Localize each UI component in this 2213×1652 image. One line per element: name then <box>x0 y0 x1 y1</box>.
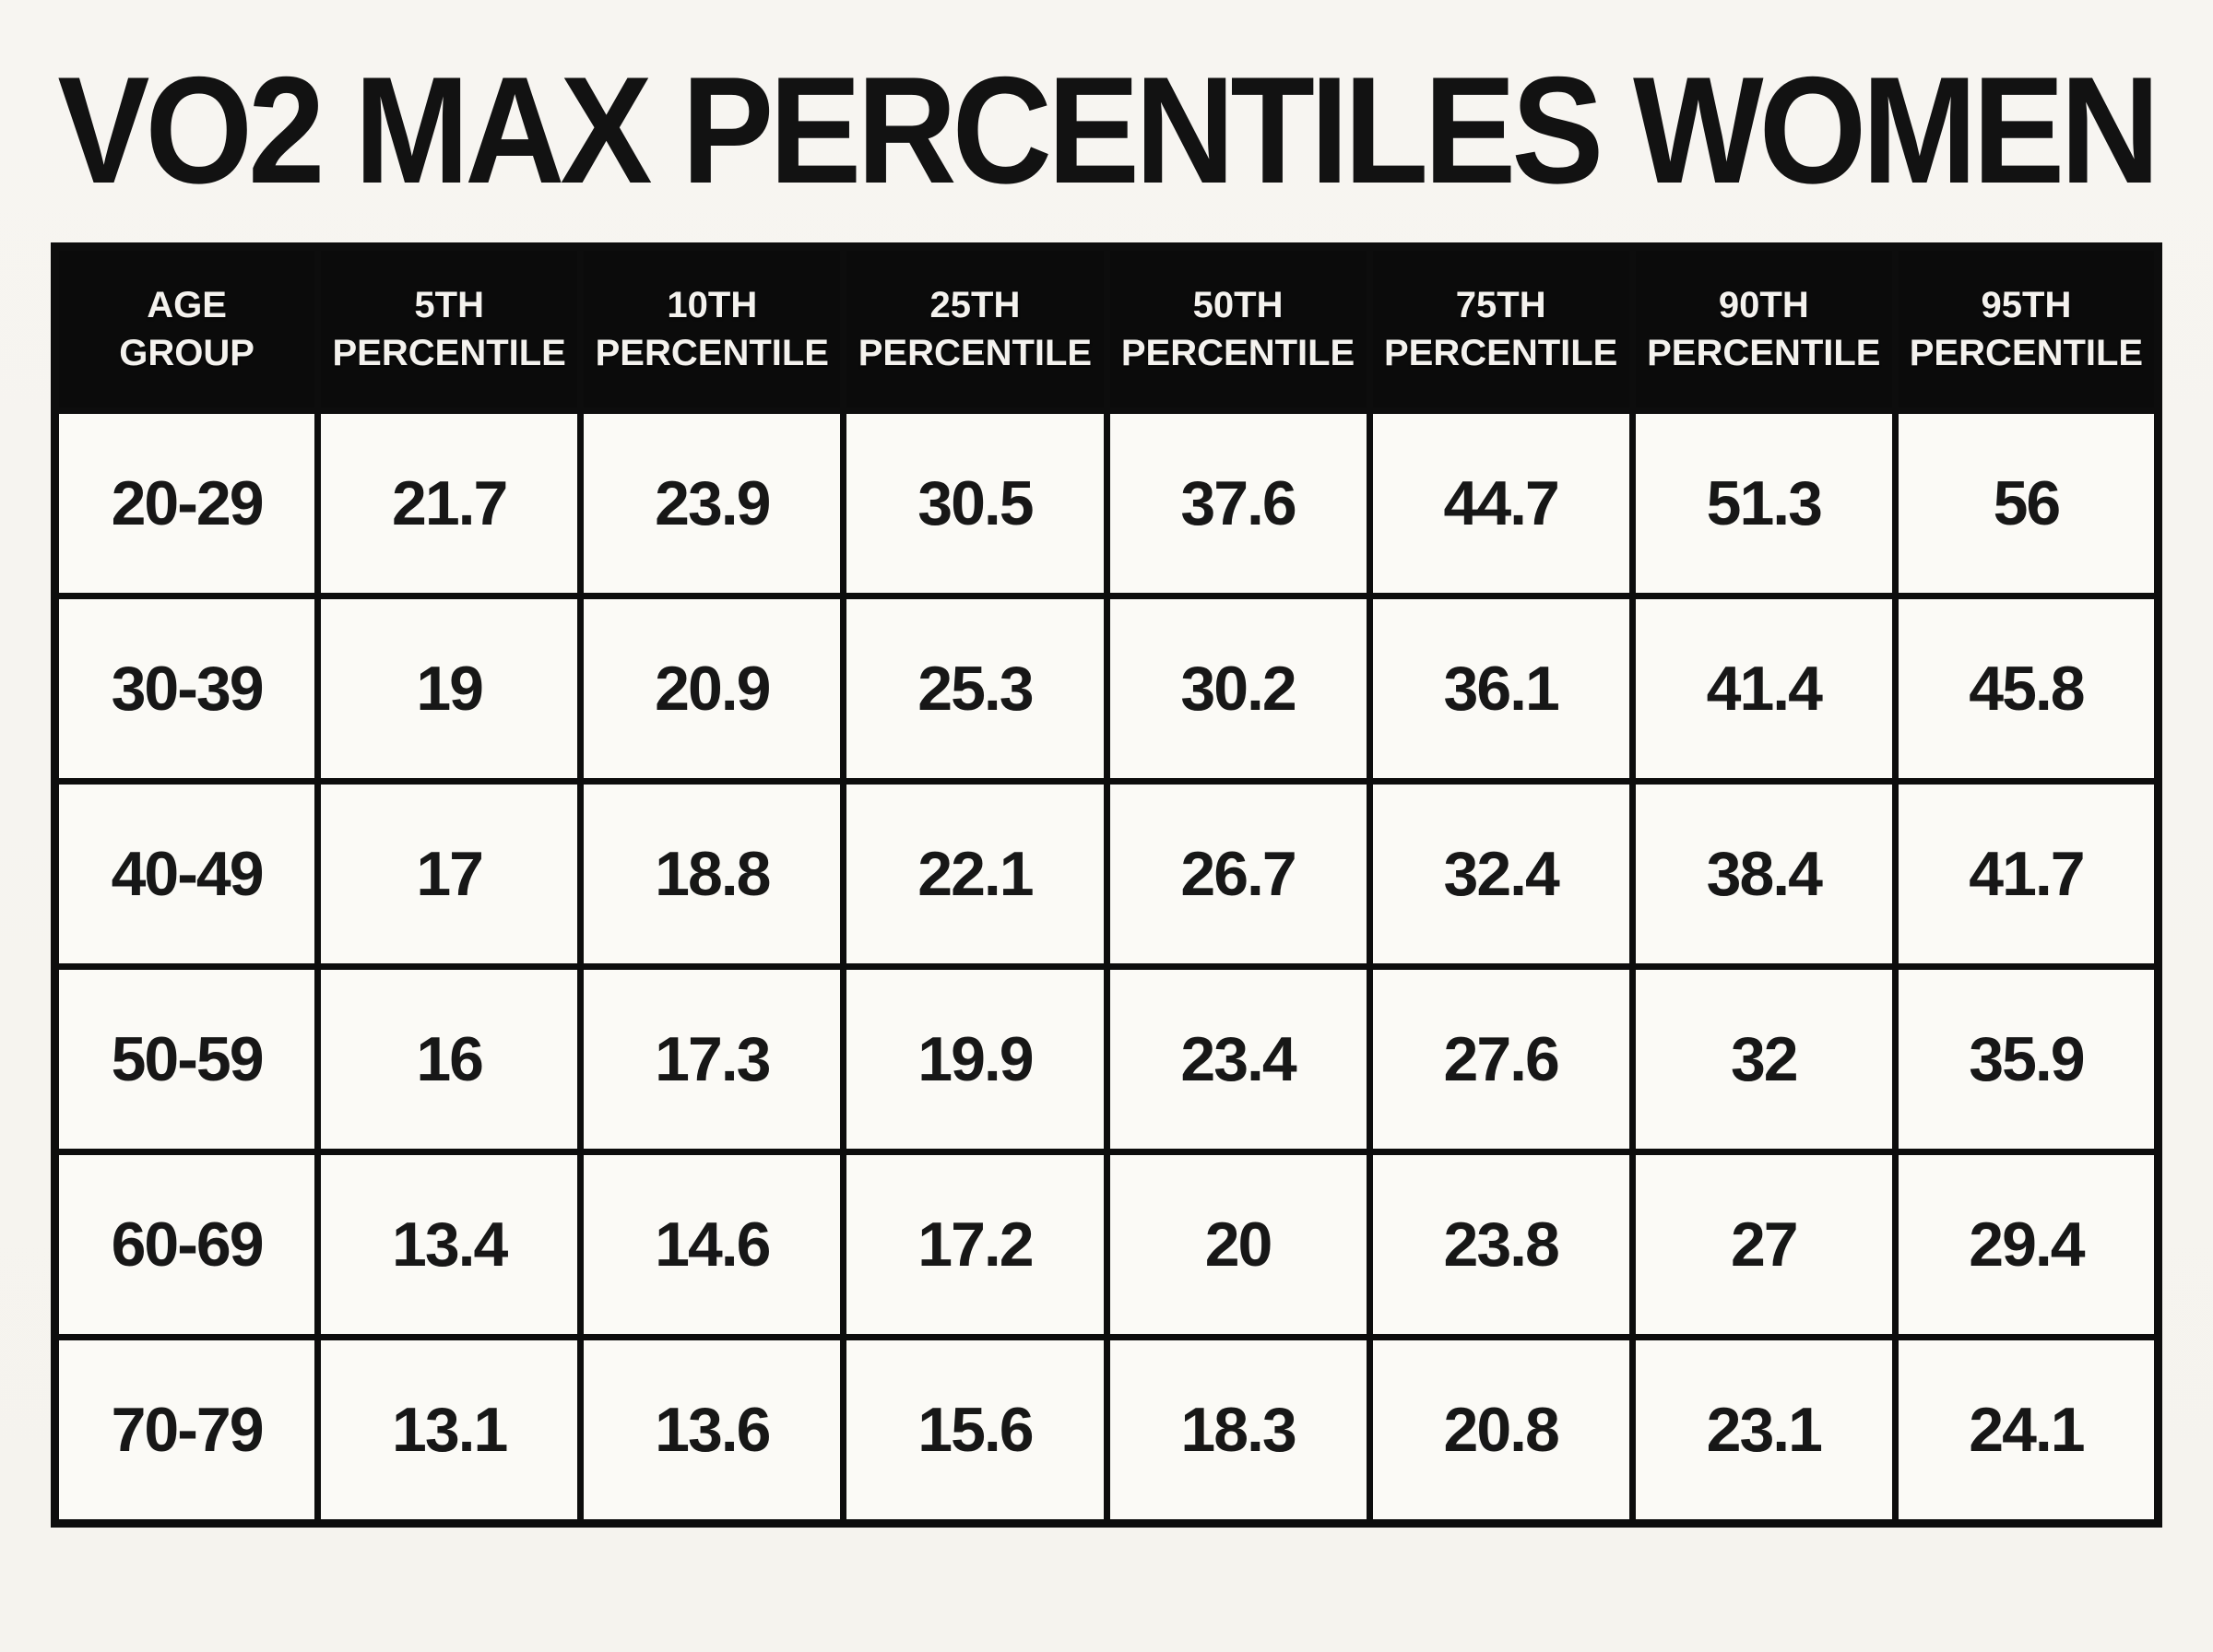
table-cell: 38.4 <box>1628 777 1899 970</box>
table-cell: 13.4 <box>314 1148 585 1340</box>
table-cell: 37.6 <box>1103 407 1373 599</box>
table-cell: 27.6 <box>1366 962 1636 1155</box>
table-cell: 24.1 <box>1891 1333 2162 1527</box>
column-header-90th-percentile: 90TH PERCENTILE <box>1628 242 1899 414</box>
table-cell: 44.7 <box>1366 407 1636 599</box>
vo2-max-percentiles-table: AGE GROUP 5TH PERCENTILE 10TH PERCENTILE… <box>51 242 2162 1528</box>
table-cell: 15.6 <box>840 1333 1110 1527</box>
table-cell: 20.8 <box>1366 1333 1636 1527</box>
column-header-25th-percentile: 25TH PERCENTILE <box>840 242 1110 414</box>
table-cell: 30.2 <box>1103 592 1373 785</box>
table-row-50-59: 50-59 16 17.3 19.9 23.4 27.6 32 35.9 <box>51 962 2162 1155</box>
table-header: AGE GROUP 5TH PERCENTILE 10TH PERCENTILE… <box>51 242 2162 414</box>
table-cell: 22.1 <box>840 777 1110 970</box>
column-header-95th-percentile: 95TH PERCENTILE <box>1891 242 2162 414</box>
table-row-40-49: 40-49 17 18.8 22.1 26.7 32.4 38.4 41.7 <box>51 777 2162 970</box>
table-cell: 14.6 <box>577 1148 847 1340</box>
table-row-70-79: 70-79 13.1 13.6 15.6 18.3 20.8 23.1 24.1 <box>51 1333 2162 1527</box>
table-body: 20-29 21.7 23.9 30.5 37.6 44.7 51.3 56 3… <box>51 407 2162 1527</box>
age-group-cell: 60-69 <box>51 1148 322 1340</box>
table-cell: 20 <box>1103 1148 1373 1340</box>
page-title: VO2 MAX PERCENTILES WOMEN <box>57 44 2160 216</box>
table-cell: 32 <box>1628 962 1899 1155</box>
table-cell: 16 <box>314 962 585 1155</box>
table-cell: 41.7 <box>1891 777 2162 970</box>
table-cell: 17 <box>314 777 585 970</box>
table-row-60-69: 60-69 13.4 14.6 17.2 20 23.8 27 29.4 <box>51 1148 2162 1340</box>
table-cell: 13.6 <box>577 1333 847 1527</box>
table-cell: 51.3 <box>1628 407 1899 599</box>
table-cell: 36.1 <box>1366 592 1636 785</box>
column-header-10th-percentile: 10TH PERCENTILE <box>577 242 847 414</box>
table-cell: 13.1 <box>314 1333 585 1527</box>
table-cell: 41.4 <box>1628 592 1899 785</box>
table-cell: 19.9 <box>840 962 1110 1155</box>
table-cell: 20.9 <box>577 592 847 785</box>
table-row-30-39: 30-39 19 20.9 25.3 30.2 36.1 41.4 45.8 <box>51 592 2162 785</box>
header-row: AGE GROUP 5TH PERCENTILE 10TH PERCENTILE… <box>51 242 2162 414</box>
table-cell: 18.8 <box>577 777 847 970</box>
table-cell: 32.4 <box>1366 777 1636 970</box>
table-cell: 23.4 <box>1103 962 1373 1155</box>
age-group-cell: 20-29 <box>51 407 322 599</box>
age-group-cell: 40-49 <box>51 777 322 970</box>
table-cell: 26.7 <box>1103 777 1373 970</box>
table-cell: 17.3 <box>577 962 847 1155</box>
table-row-20-29: 20-29 21.7 23.9 30.5 37.6 44.7 51.3 56 <box>51 407 2162 599</box>
column-header-5th-percentile: 5TH PERCENTILE <box>314 242 585 414</box>
age-group-cell: 70-79 <box>51 1333 322 1527</box>
table-cell: 19 <box>314 592 585 785</box>
table-cell: 45.8 <box>1891 592 2162 785</box>
column-header-75th-percentile: 75TH PERCENTILE <box>1366 242 1636 414</box>
table-cell: 35.9 <box>1891 962 2162 1155</box>
table-cell: 23.8 <box>1366 1148 1636 1340</box>
age-group-cell: 50-59 <box>51 962 322 1155</box>
table-cell: 21.7 <box>314 407 585 599</box>
table-cell: 27 <box>1628 1148 1899 1340</box>
table-cell: 56 <box>1891 407 2162 599</box>
table-cell: 30.5 <box>840 407 1110 599</box>
table-cell: 29.4 <box>1891 1148 2162 1340</box>
table-cell: 23.9 <box>577 407 847 599</box>
column-header-age-group: AGE GROUP <box>51 242 322 414</box>
table-cell: 17.2 <box>840 1148 1110 1340</box>
age-group-cell: 30-39 <box>51 592 322 785</box>
table-cell: 25.3 <box>840 592 1110 785</box>
column-header-50th-percentile: 50TH PERCENTILE <box>1103 242 1373 414</box>
table-cell: 23.1 <box>1628 1333 1899 1527</box>
table-cell: 18.3 <box>1103 1333 1373 1527</box>
